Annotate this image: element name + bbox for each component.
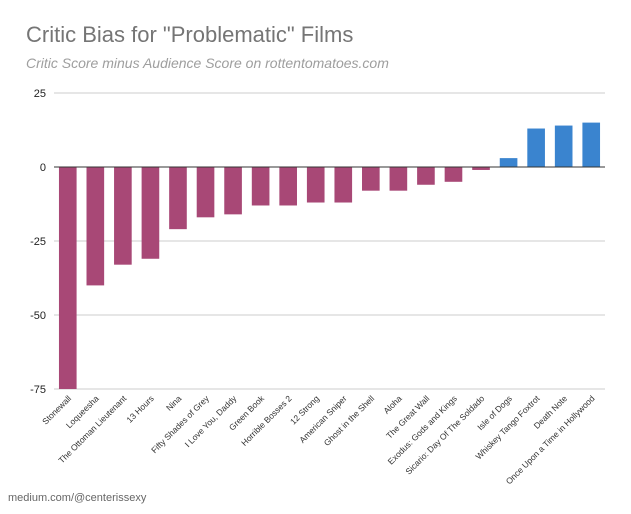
- bar: [306, 167, 325, 203]
- y-tick-label: -25: [30, 236, 46, 248]
- y-tick-label: 25: [34, 88, 46, 100]
- chart-title: Critic Bias for "Problematic" Films: [26, 22, 354, 47]
- gridlines: [54, 92, 605, 390]
- bar: [362, 167, 380, 191]
- bar: [417, 167, 435, 185]
- bar: [86, 167, 105, 286]
- bar: [169, 167, 187, 230]
- bar: [389, 167, 408, 191]
- x-tick-label: Aloha: [381, 393, 404, 416]
- chart-subtitle: Critic Score minus Audience Score on rot…: [26, 55, 389, 71]
- bar: [279, 167, 297, 206]
- bar: [472, 167, 490, 170]
- bar: [58, 167, 77, 389]
- bar: [334, 167, 353, 203]
- y-tick-label: -75: [30, 384, 46, 396]
- bar: [114, 167, 132, 265]
- bars: [58, 122, 601, 389]
- bar: [224, 167, 242, 215]
- bar: [582, 122, 601, 167]
- y-tick-label: -50: [30, 310, 46, 322]
- bar: [499, 158, 518, 167]
- bar: [251, 167, 270, 206]
- x-tick-label: Ghost in the Shell: [322, 393, 377, 448]
- x-tick-label: American Sniper: [297, 393, 349, 445]
- x-tick-label: Horrible Bosses 2: [239, 393, 294, 448]
- bar: [141, 167, 160, 259]
- bar: [527, 128, 545, 167]
- y-axis-ticks: 25 0 -25 -50 -75: [30, 88, 46, 396]
- source-credit: medium.com/@centerissexy: [8, 492, 147, 504]
- bar: [554, 125, 573, 167]
- bar: [196, 167, 215, 218]
- x-tick-label: Nina: [164, 393, 184, 413]
- bar: [444, 167, 463, 182]
- y-tick-label: 0: [40, 162, 46, 174]
- x-tick-label: 13 Hours: [124, 393, 155, 424]
